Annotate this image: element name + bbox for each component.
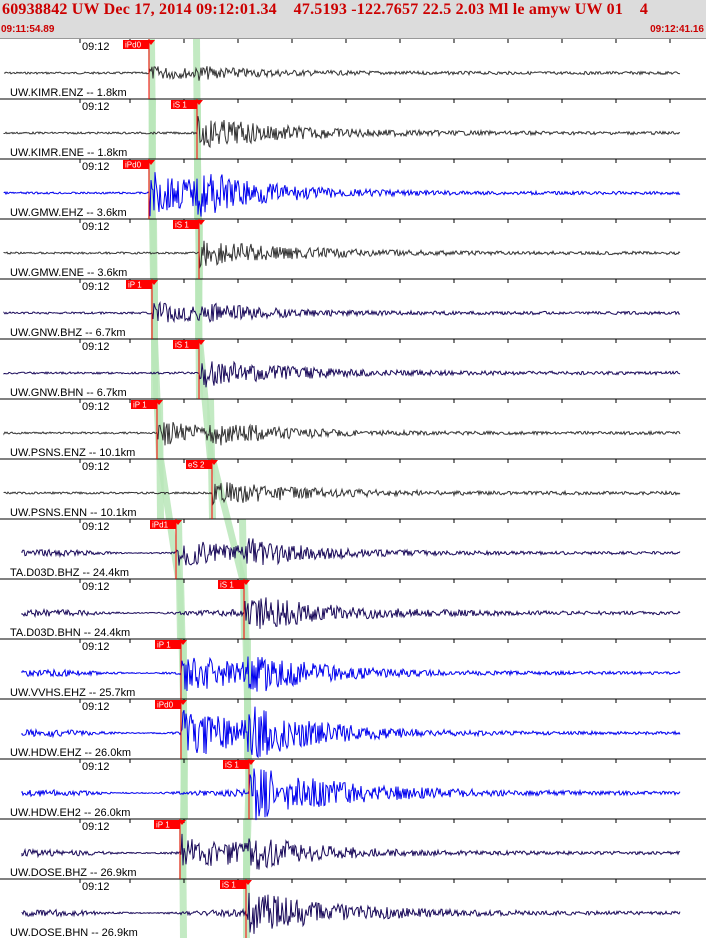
- panel-time-label: 09:12: [82, 401, 110, 413]
- waveform-trace: [3, 172, 681, 217]
- panel-time-label: 09:12: [82, 521, 110, 533]
- event-title: 60938842 UW Dec 17, 2014 09:12:01.34 47.…: [2, 1, 649, 18]
- station-label: UW.HDW.EHZ -- 26.0km: [10, 747, 131, 759]
- station-label: TA.D03D.BHN -- 24.4km: [10, 627, 130, 639]
- waveform-trace: [21, 597, 681, 629]
- panel-time-label: 09:12: [82, 881, 110, 893]
- pick-marker: [244, 880, 252, 885]
- pick-label-box: [131, 400, 157, 409]
- pick-label-box: [123, 40, 149, 49]
- panel-time-label: 09:12: [82, 41, 110, 53]
- pick-label-box: [171, 100, 197, 109]
- pick-marker: [179, 640, 187, 645]
- station-label: UW.KIMR.ENE -- 1.8km: [10, 147, 127, 159]
- station-label: UW.DOSE.BHZ -- 26.9km: [10, 867, 137, 879]
- pick-label-box: [223, 760, 249, 769]
- pick-label: iS 1: [175, 221, 189, 230]
- waveform-trace: [21, 892, 681, 934]
- pick-label-box: [155, 700, 181, 709]
- waveform-trace: [3, 300, 681, 324]
- pick-label: iPd0: [125, 161, 142, 170]
- pick-label-box: [173, 340, 199, 349]
- pick-marker: [179, 700, 187, 705]
- waveform-trace: [3, 422, 681, 446]
- pick-label: eS 2: [188, 461, 205, 470]
- pick-label-box: [150, 520, 176, 529]
- pick-label-box: [126, 280, 152, 289]
- pick-label: iS 1: [225, 761, 239, 770]
- panel-time-label: 09:12: [82, 221, 110, 233]
- waveform-trace: [21, 706, 681, 759]
- waveform-trace: [3, 116, 681, 149]
- pick-marker: [174, 520, 182, 525]
- pick-label: iS 1: [173, 101, 187, 110]
- panel-time-label: 09:12: [82, 281, 110, 293]
- station-label: UW.PSNS.ENN -- 10.1km: [10, 507, 137, 519]
- pick-label-box: [154, 820, 180, 829]
- window-end-time: 09:12:41.16: [650, 24, 704, 35]
- waveform-trace: [21, 768, 681, 821]
- panel-time-label: 09:12: [82, 641, 110, 653]
- pick-marker: [197, 220, 205, 225]
- pick-label: iP 1: [133, 401, 147, 410]
- pick-marker: [155, 400, 163, 405]
- pick-label: iPd0: [125, 41, 142, 50]
- pick-label-box: [186, 460, 212, 469]
- pick-label: iS 1: [222, 881, 236, 890]
- pick-label-box: [173, 220, 199, 229]
- station-label: UW.KIMR.ENZ -- 1.8km: [10, 87, 127, 99]
- pick-marker: [247, 760, 255, 765]
- waveform-trace: [3, 360, 681, 388]
- panel-time-label: 09:12: [82, 581, 110, 593]
- station-label: UW.PSNS.ENZ -- 10.1km: [10, 447, 135, 459]
- panel-time-label: 09:12: [82, 341, 110, 353]
- pick-marker: [197, 340, 205, 345]
- pick-label: iP 1: [128, 281, 142, 290]
- panel-time-label: 09:12: [82, 161, 110, 173]
- station-label: UW.DOSE.BHN -- 26.9km: [10, 927, 138, 938]
- pick-label-box: [155, 640, 181, 649]
- panel-time-label: 09:12: [82, 821, 110, 833]
- pick-label: iP 1: [157, 641, 171, 650]
- pick-label-box: [220, 880, 246, 889]
- pick-label: iS 1: [220, 581, 234, 590]
- pick-label-box: [218, 580, 244, 589]
- station-label: UW.GNW.BHZ -- 6.7km: [10, 327, 126, 339]
- pick-marker: [150, 280, 158, 285]
- pick-marker: [178, 820, 186, 825]
- station-label: UW.GNW.BHN -- 6.7km: [10, 387, 127, 399]
- pick-label: iP 1: [156, 821, 170, 830]
- panel-time-label: 09:12: [82, 761, 110, 773]
- pick-marker: [242, 580, 250, 585]
- station-label: UW.GMW.ENE -- 3.6km: [10, 267, 127, 279]
- waveform-trace: [3, 482, 681, 506]
- station-label: UW.GMW.EHZ -- 3.6km: [10, 207, 127, 219]
- pick-label: iPd0: [157, 701, 174, 710]
- pick-marker: [210, 460, 218, 465]
- station-label: UW.HDW.EH2 -- 26.0km: [10, 807, 130, 819]
- waveform-trace: [21, 833, 681, 870]
- pick-label-box: [123, 160, 149, 169]
- waveform-trace: [3, 240, 681, 269]
- pick-label: iS 1: [175, 341, 189, 350]
- station-label: UW.VVHS.EHZ -- 25.7km: [10, 687, 135, 699]
- pick-label: iPd1: [152, 521, 169, 530]
- pick-marker: [147, 40, 155, 45]
- pick-marker: [195, 100, 203, 105]
- station-label: TA.D03D.BHZ -- 24.4km: [10, 567, 129, 579]
- waveform-trace: [21, 538, 681, 566]
- header-bar: 60938842 UW Dec 17, 2014 09:12:01.34 47.…: [0, 0, 706, 39]
- waveform-trace: [21, 656, 681, 692]
- pick-marker: [147, 160, 155, 165]
- waveform-trace: [3, 66, 681, 81]
- window-start-time: 09:11:54.89: [1, 24, 55, 35]
- panel-time-label: 09:12: [82, 461, 110, 473]
- panel-time-label: 09:12: [82, 701, 110, 713]
- panel-time-label: 09:12: [82, 101, 110, 113]
